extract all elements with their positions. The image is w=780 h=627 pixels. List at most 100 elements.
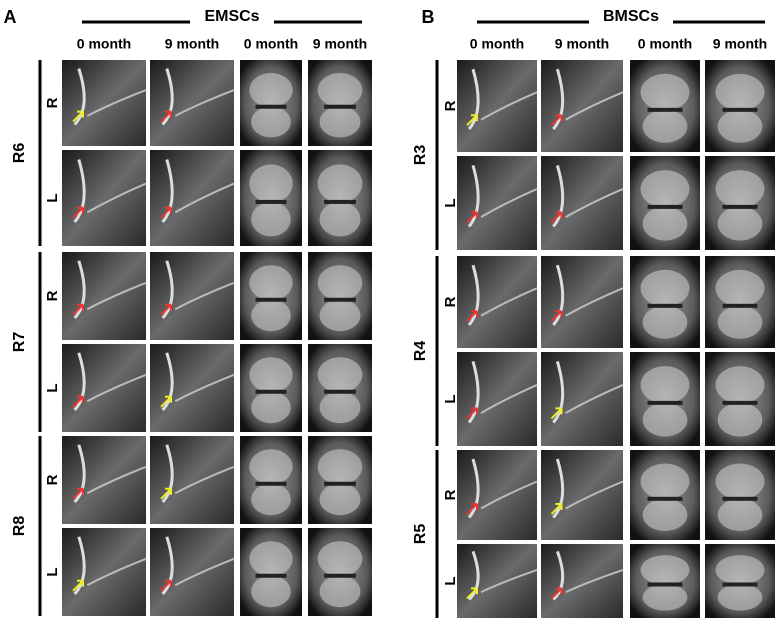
arrow: [466, 407, 478, 420]
arrow: [466, 503, 478, 515]
bone-shape: [317, 449, 363, 485]
joint-gap: [324, 481, 356, 486]
bone-shape: [317, 357, 363, 393]
joint-gap: [647, 582, 683, 587]
bone-shape: [249, 449, 293, 485]
mri-image: [150, 150, 234, 246]
column-label: 9 month: [713, 36, 767, 52]
joint-gap: [255, 573, 287, 578]
mri-image: [150, 528, 234, 616]
arrow: [160, 206, 172, 219]
bone-shape: [467, 264, 480, 326]
joint-gap: [255, 297, 287, 302]
bone-shape: [174, 557, 235, 587]
mri-image: [457, 156, 537, 250]
panel-letter: A: [4, 7, 17, 27]
bone-shape: [86, 281, 147, 311]
bone-shape: [480, 91, 538, 121]
bone-shape: [565, 287, 624, 317]
subject-label: R6: [11, 143, 28, 164]
side-label: L: [44, 567, 61, 576]
bone-shape: [317, 541, 363, 577]
bone-shape: [73, 352, 86, 412]
joint-gap: [722, 204, 758, 209]
side-label: L: [442, 198, 459, 207]
bone-shape: [640, 463, 690, 500]
joint-gap: [324, 104, 356, 109]
joint-gap: [647, 400, 683, 405]
joint-gap: [324, 573, 356, 578]
bone-shape: [717, 583, 763, 611]
side-label: L: [44, 383, 61, 392]
mri-image: [150, 60, 234, 146]
bone-shape: [715, 555, 765, 585]
arrow: [466, 310, 478, 322]
bone-shape: [642, 402, 688, 437]
bone-shape: [640, 269, 690, 307]
joint-gap: [647, 204, 683, 209]
bone-shape: [174, 281, 235, 311]
bone-shape: [715, 269, 765, 307]
arrow: [72, 206, 84, 219]
bone-shape: [86, 465, 147, 495]
mri-image: [62, 60, 146, 146]
mri-image: [62, 436, 146, 524]
bone-shape: [251, 391, 291, 424]
bone-shape: [640, 73, 690, 111]
bone-shape: [251, 575, 291, 608]
joint-gap: [647, 496, 683, 501]
bone-shape: [317, 72, 363, 108]
side-label: L: [44, 193, 61, 202]
bone-shape: [717, 206, 763, 241]
bone-shape: [317, 265, 363, 301]
side-label: R: [442, 100, 459, 111]
arrow: [550, 503, 563, 515]
bone-shape: [319, 299, 361, 332]
bone-shape: [640, 366, 690, 404]
side-label: R: [44, 474, 61, 485]
bone-shape: [642, 109, 688, 143]
bone-shape: [174, 89, 235, 117]
bone-shape: [251, 201, 291, 237]
mri-image: [150, 436, 234, 524]
bone-shape: [552, 360, 565, 424]
side-label: L: [442, 576, 459, 585]
bone-shape: [251, 483, 291, 516]
bone-shape: [73, 444, 86, 504]
column-label: 9 month: [313, 36, 367, 52]
bone-shape: [480, 383, 538, 414]
bone-shape: [174, 465, 235, 495]
bone-shape: [86, 182, 147, 214]
mri-image: [457, 544, 537, 618]
subject-label: R4: [412, 341, 429, 362]
arrow: [72, 110, 84, 123]
column-label: 0 month: [244, 36, 298, 52]
subject-label: R8: [11, 516, 28, 537]
bone-shape: [319, 391, 361, 424]
bone-shape: [717, 305, 763, 339]
bone-shape: [552, 264, 565, 326]
bone-shape: [715, 463, 765, 500]
bone-shape: [642, 305, 688, 339]
group-label: BMSCs: [603, 8, 659, 25]
arrow: [550, 587, 563, 600]
joint-gap: [255, 389, 287, 394]
mri-image: [457, 352, 537, 446]
bone-shape: [480, 568, 538, 594]
group-label: EMSCs: [204, 8, 259, 25]
mri-image: [150, 344, 234, 432]
arrow: [160, 395, 172, 408]
mri-image: [541, 544, 623, 618]
arrow: [550, 310, 563, 322]
arrow: [160, 487, 172, 500]
bone-shape: [565, 568, 624, 594]
mri-image: [457, 256, 537, 348]
bone-shape: [174, 182, 235, 214]
bone-shape: [319, 483, 361, 516]
joint-gap: [255, 481, 287, 486]
bone-shape: [552, 164, 565, 228]
joint-gap: [255, 199, 287, 204]
arrow: [72, 487, 84, 500]
bone-shape: [715, 73, 765, 111]
bone-shape: [552, 458, 565, 519]
